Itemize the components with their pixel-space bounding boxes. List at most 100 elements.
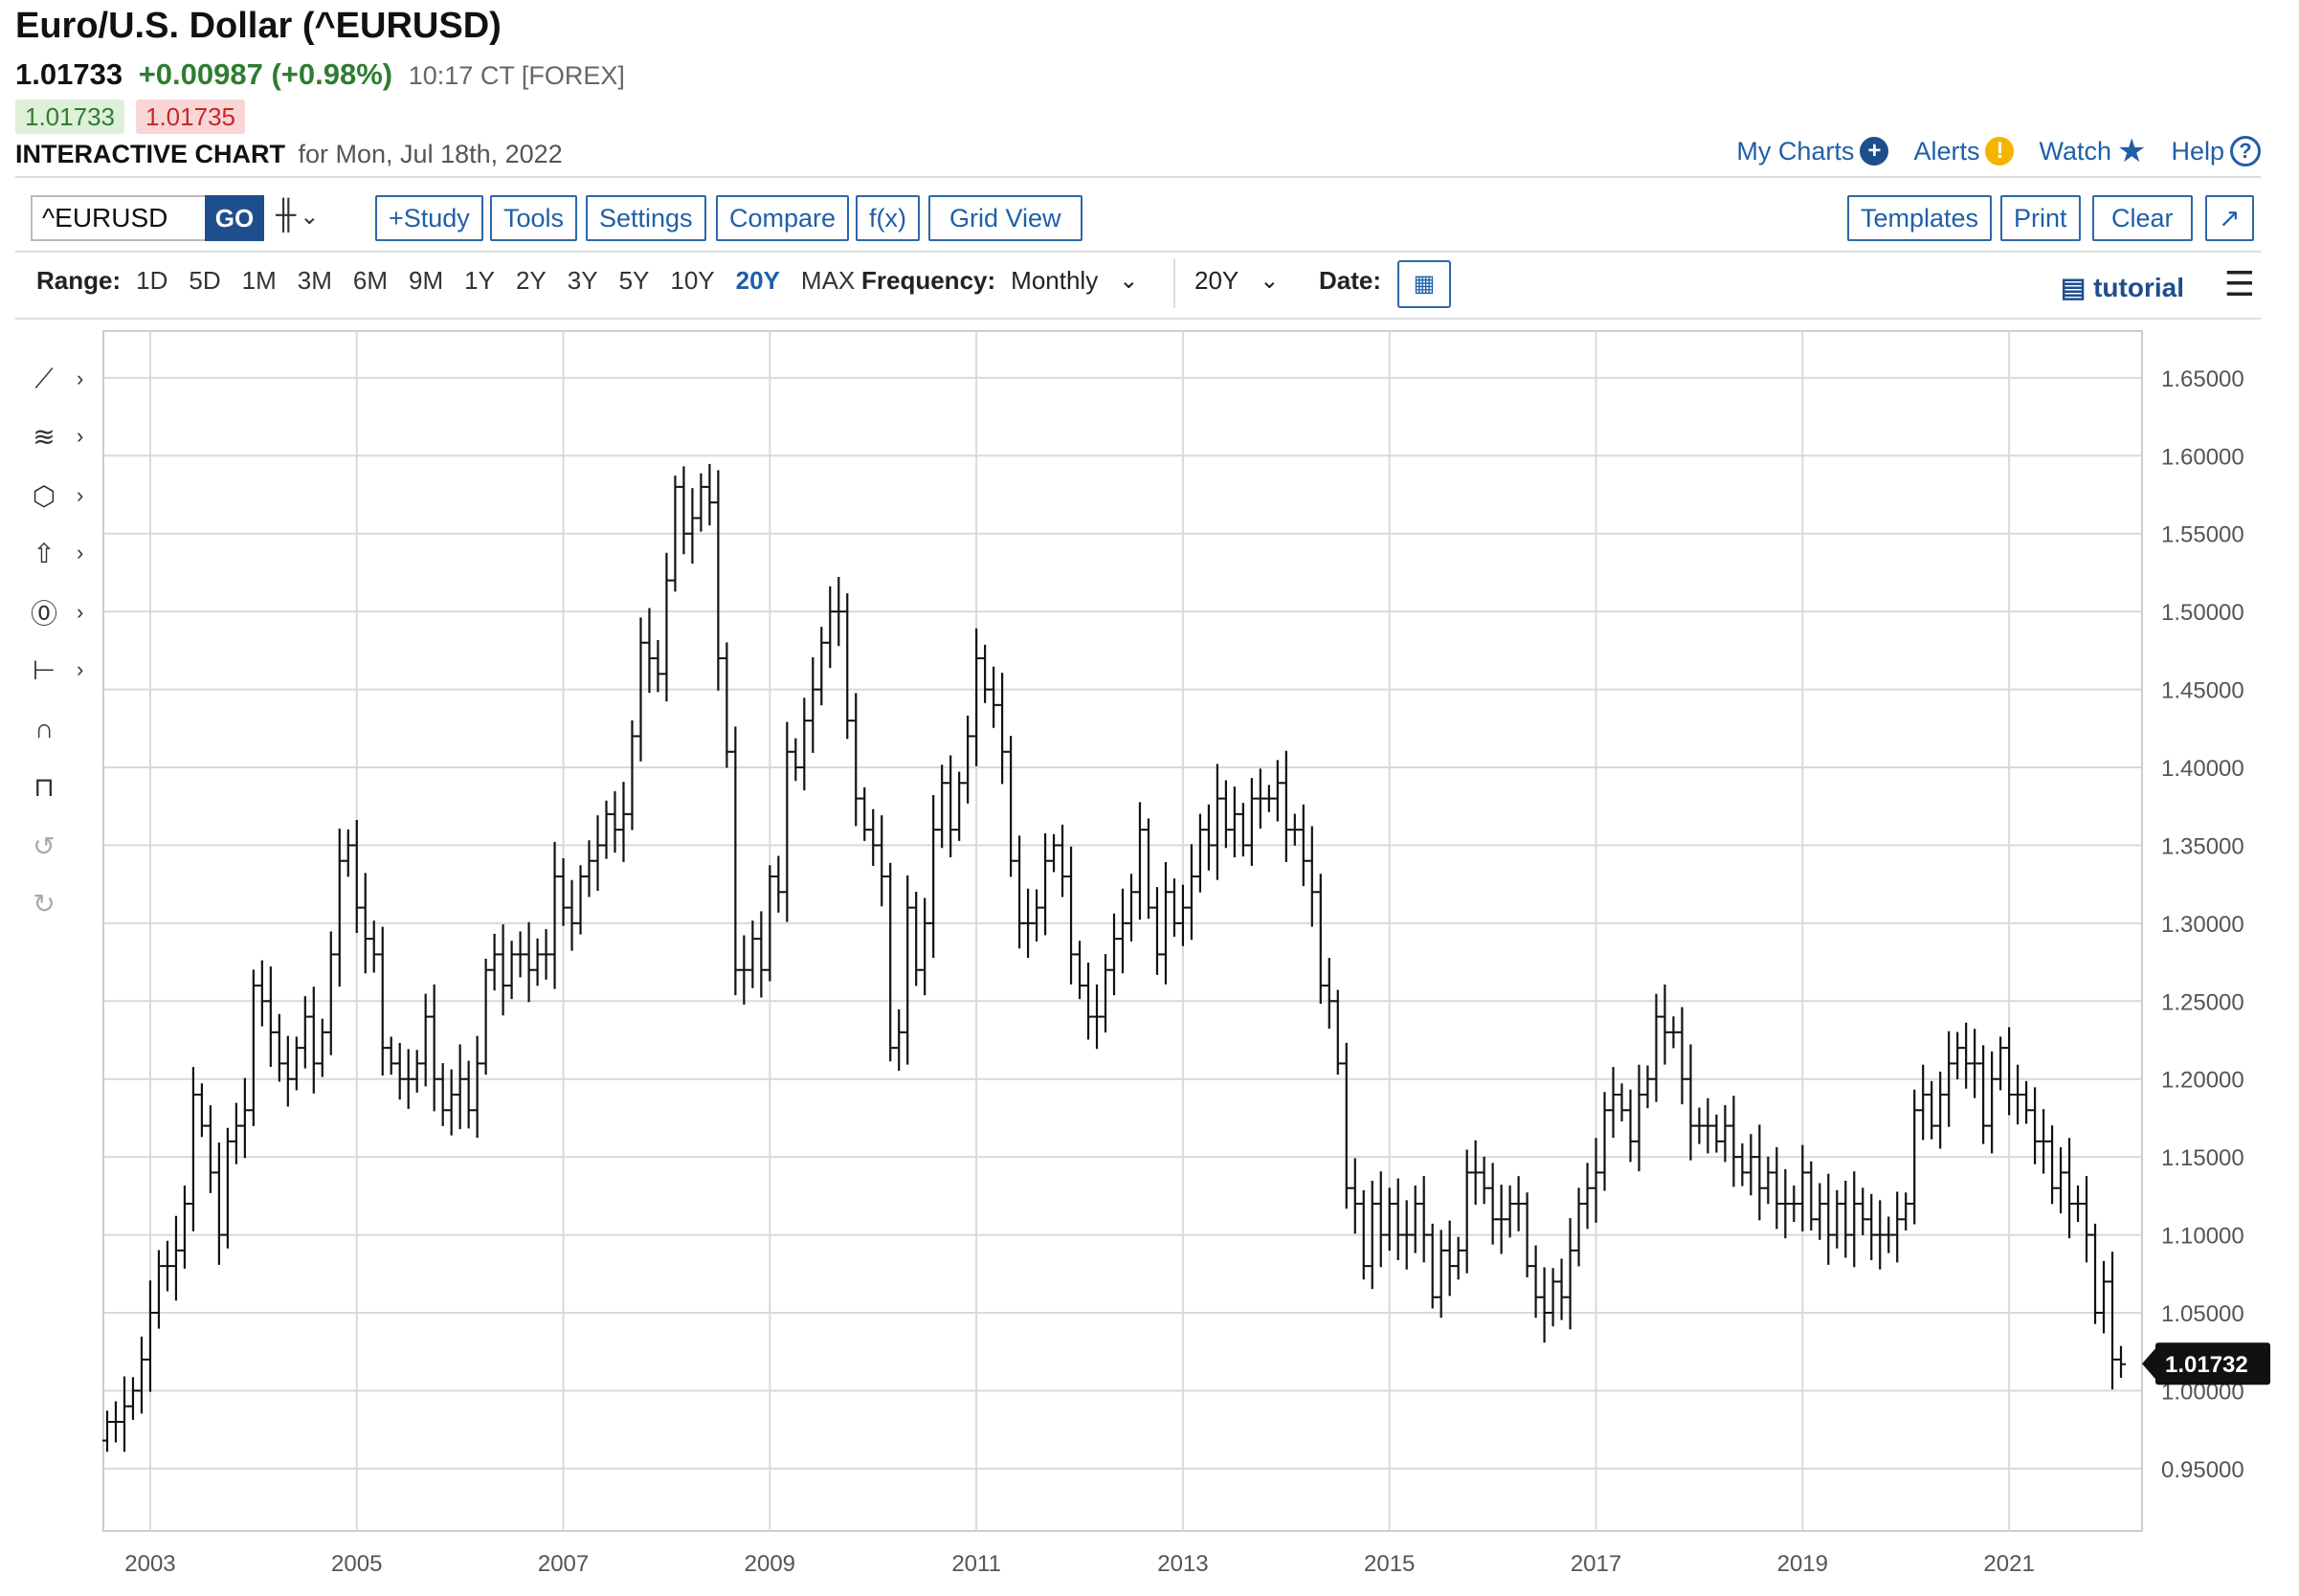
- alerts-link[interactable]: Alerts !: [1913, 136, 2015, 166]
- x-tick-label: 2019: [1777, 1551, 1828, 1577]
- frequency-dropdown[interactable]: Monthly ⌄: [1011, 266, 1138, 296]
- chevron-right-icon: ›: [77, 483, 84, 507]
- expand-icon: ↗: [2219, 204, 2241, 233]
- y-axis: 0.950001.000001.050001.100001.150001.200…: [2161, 366, 2244, 1483]
- plus-circle-icon: +: [1860, 137, 1889, 166]
- last-price-arrow: [2142, 1348, 2155, 1380]
- range-5y[interactable]: 5Y: [618, 266, 650, 295]
- magnet-tool[interactable]: ∩: [25, 708, 92, 750]
- trendline-tool[interactable]: ⟋ ›: [25, 358, 92, 400]
- x-tick-label: 2003: [124, 1551, 175, 1577]
- my-charts-label: My Charts: [1736, 136, 1855, 166]
- clear-button[interactable]: Clear: [2092, 195, 2193, 241]
- arrow-up-icon: ⇧: [33, 538, 56, 568]
- ohlc-bars-icon: ╫: [276, 199, 297, 231]
- y-tick-label: 1.45000: [2161, 678, 2244, 704]
- study-button[interactable]: +Study: [375, 195, 483, 241]
- subtitle-label: INTERACTIVE CHART: [15, 140, 285, 168]
- fx-button[interactable]: f(x): [856, 195, 920, 241]
- fib-tool[interactable]: ≋ ›: [25, 415, 92, 457]
- calendar-icon: ▦: [1413, 271, 1436, 297]
- x-tick-label: 2021: [1983, 1551, 2034, 1577]
- toolbar-separator: [1173, 258, 1175, 308]
- measure-tool[interactable]: ⊢ ›: [25, 649, 92, 691]
- page-title: Euro/U.S. Dollar (^EURUSD): [15, 6, 502, 46]
- chevron-down-icon: ⌄: [300, 204, 320, 230]
- range-1d[interactable]: 1D: [136, 266, 168, 295]
- range-divider: [15, 318, 2261, 320]
- period-dropdown[interactable]: 20Y ⌄: [1194, 266, 1279, 296]
- magnet-icon: ∩: [33, 714, 55, 743]
- toolbar-divider: [15, 251, 2261, 253]
- lock-tool[interactable]: ⊓: [25, 765, 92, 808]
- menu-icon[interactable]: ☰: [2223, 264, 2255, 303]
- y-tick-label: 1.55000: [2161, 522, 2244, 548]
- y-tick-label: 1.60000: [2161, 444, 2244, 470]
- undo-icon: ↺: [33, 831, 56, 861]
- undo-tool[interactable]: ↺: [25, 825, 92, 867]
- quote-time: 10:17 CT [FOREX]: [408, 61, 625, 90]
- period-value: 20Y: [1194, 266, 1239, 295]
- arrow-tool[interactable]: ⇧ ›: [25, 532, 92, 574]
- range-10y[interactable]: 10Y: [670, 266, 715, 295]
- templates-button[interactable]: Templates: [1847, 195, 1993, 241]
- tutorial-link[interactable]: ▤ tutorial: [2061, 272, 2184, 303]
- alert-icon: !: [1985, 137, 2015, 166]
- y-tick-label: 1.30000: [2161, 912, 2244, 938]
- y-tick-label: 1.10000: [2161, 1224, 2244, 1250]
- go-button[interactable]: GO: [205, 195, 264, 241]
- range-5d[interactable]: 5D: [189, 266, 221, 295]
- watch-label: Watch: [2039, 136, 2111, 166]
- film-icon: ▤: [2060, 273, 2087, 302]
- x-axis: 2003 2005 2007 2009 2011 2013 2015 2017 2019 2021: [124, 1551, 2035, 1577]
- chart-subtitle: INTERACTIVE CHART for Mon, Jul 18th, 202…: [15, 140, 563, 169]
- bar-type-dropdown[interactable]: ╫ ⌄: [276, 199, 319, 232]
- range-3m[interactable]: 3M: [297, 266, 332, 295]
- chevron-down-icon: ⌄: [1260, 268, 1280, 294]
- y-tick-label: 1.35000: [2161, 833, 2244, 859]
- expand-button[interactable]: ↗: [2205, 195, 2254, 241]
- x-tick-label: 2015: [1364, 1551, 1415, 1577]
- range-2y[interactable]: 2Y: [515, 266, 547, 295]
- range-3y[interactable]: 3Y: [567, 266, 598, 295]
- x-tick-label: 2017: [1571, 1551, 1621, 1577]
- calendar-button[interactable]: ▦: [1397, 260, 1451, 308]
- y-tick-label: 1.15000: [2161, 1145, 2244, 1171]
- subtitle-date: for Mon, Jul 18th, 2022: [298, 140, 563, 168]
- plot-frame: [102, 330, 2143, 1532]
- y-tick-label: 1.25000: [2161, 989, 2244, 1015]
- last-price-marker: 1.01732: [2142, 1342, 2270, 1385]
- top-links: My Charts + Alerts ! Watch ★ Help ?: [1736, 135, 2261, 167]
- y-tick-label: 1.50000: [2161, 600, 2244, 626]
- redo-tool[interactable]: ↻: [25, 882, 92, 924]
- date-label: Date:: [1319, 266, 1382, 295]
- x-tick-label: 2011: [951, 1551, 1001, 1577]
- help-link[interactable]: Help ?: [2171, 136, 2261, 166]
- ask-badge: 1.01735: [136, 100, 245, 134]
- range-6m[interactable]: 6M: [352, 266, 388, 295]
- print-button[interactable]: Print: [2000, 195, 2081, 241]
- y-tick-label: 1.20000: [2161, 1068, 2244, 1094]
- range-1y[interactable]: 1Y: [464, 266, 495, 295]
- compare-button[interactable]: Compare: [716, 195, 850, 241]
- chevron-right-icon: ›: [77, 600, 84, 624]
- my-charts-link[interactable]: My Charts +: [1736, 136, 1889, 166]
- watch-link[interactable]: Watch ★: [2039, 135, 2146, 167]
- ohlc-bars: [102, 463, 2126, 1452]
- range-1m[interactable]: 1M: [241, 266, 277, 295]
- range-20y[interactable]: 20Y: [735, 266, 780, 295]
- y-tick-label: 0.95000: [2161, 1457, 2244, 1483]
- range-9m[interactable]: 9M: [409, 266, 444, 295]
- settings-button[interactable]: Settings: [586, 195, 706, 241]
- chevron-right-icon: ›: [77, 657, 84, 681]
- shapes-tool[interactable]: ⬡ ›: [25, 475, 92, 517]
- range-max[interactable]: MAX: [800, 266, 856, 295]
- tools-button[interactable]: Tools: [490, 195, 578, 241]
- annotation-tool[interactable]: ⓪ ›: [25, 591, 92, 633]
- grid-view-button[interactable]: Grid View: [928, 195, 1083, 241]
- frequency-control: Frequency: Monthly ⌄: [861, 266, 1138, 296]
- bid-badge: 1.01733: [15, 100, 124, 134]
- alerts-label: Alerts: [1913, 136, 1980, 166]
- y-tick-label: 1.65000: [2161, 366, 2244, 392]
